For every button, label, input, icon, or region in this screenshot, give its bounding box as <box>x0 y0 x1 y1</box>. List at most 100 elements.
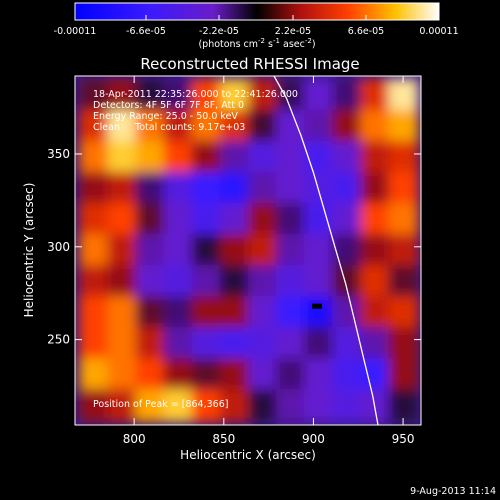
y-tick-label: 250 <box>47 333 70 347</box>
heatmap-cell <box>388 109 419 143</box>
heatmap-cell <box>247 358 278 392</box>
heatmap-cell <box>163 109 194 143</box>
x-tick-label: 850 <box>212 432 235 446</box>
heatmap-cell <box>304 78 335 112</box>
heatmap-cell <box>304 358 335 392</box>
heatmap-cell <box>304 202 335 236</box>
heatmap-cell <box>332 389 363 423</box>
heatmap-cell <box>79 78 110 112</box>
heatmap-cell <box>163 389 194 423</box>
heatmap-cell <box>388 296 419 330</box>
peak-position-text: Position of Peak = [864,366] <box>93 399 228 410</box>
heatmap-cell <box>275 78 307 112</box>
y-tick-label: 300 <box>47 240 70 254</box>
heatmap-cell <box>163 296 194 330</box>
heatmap-cell <box>247 78 278 112</box>
heatmap-cell <box>191 327 222 361</box>
heatmap-cell <box>304 109 335 143</box>
peak-marker <box>312 303 323 309</box>
heatmap-cell <box>304 140 335 174</box>
clean-counts-text: Clean Total counts: 9.17e+03 <box>93 122 245 133</box>
heatmap-cell <box>360 327 391 361</box>
heatmap-image <box>79 78 419 423</box>
heatmap-cell <box>275 296 307 330</box>
time-range-text: 18-Apr-2011 22:35:26.000 to 22:41:26.000 <box>93 89 298 100</box>
heatmap-cell <box>275 327 307 361</box>
heatmap-cell <box>219 265 250 299</box>
heatmap-cell <box>135 265 166 299</box>
heatmap-cell <box>332 358 363 392</box>
heatmap-cell <box>107 140 138 174</box>
heatmap-cell <box>163 140 194 174</box>
heatmap-cell <box>79 202 110 236</box>
colorbar: -0.00011 -6.6e-05 -2.2e-05 2.2e-05 6.6e-05 0.… <box>54 2 459 50</box>
energy-range-text: Energy Range: 25.0 - 50.0 keV <box>93 111 238 122</box>
x-tick-label: 800 <box>123 432 146 446</box>
heatmap-cell <box>135 233 166 268</box>
heatmap-cell <box>247 389 278 423</box>
heatmap-cell <box>388 327 419 361</box>
heatmap-cell <box>219 233 250 268</box>
heatmap-cell <box>135 109 166 143</box>
solar-limb-curve <box>273 76 379 425</box>
heatmap-cell <box>247 327 278 361</box>
heatmap-cell <box>304 171 335 205</box>
heatmap-cell <box>191 140 222 174</box>
heatmap-cell <box>163 358 194 392</box>
heatmap-cell <box>247 171 278 205</box>
heatmap-cell <box>275 389 307 423</box>
heatmap-cell <box>247 296 278 330</box>
heatmap-cell <box>388 140 419 174</box>
footer-date: 9-Aug-2013 11:14 <box>410 486 496 497</box>
heatmap-cell <box>163 202 194 236</box>
heatmap-cell <box>360 202 391 236</box>
heatmap-cell <box>107 78 138 112</box>
heatmap-cell <box>360 78 391 112</box>
heatmap-cell <box>135 358 166 392</box>
heatmap-cell <box>191 233 222 268</box>
colorbar-tick-label: 6.6e-05 <box>348 26 384 37</box>
y-axis-label: Heliocentric Y (arcsec) <box>22 183 36 318</box>
heatmap-cell <box>304 296 335 330</box>
annotations: 18-Apr-2011 22:35:26.000 to 22:41:26.000… <box>93 89 298 410</box>
heatmap-cell <box>219 327 250 361</box>
heatmap-cell <box>79 358 110 392</box>
heatmap-cell <box>219 296 250 330</box>
heatmap-cell <box>79 327 110 361</box>
heatmap-cell <box>360 171 391 205</box>
heatmap-cell <box>107 171 138 205</box>
heatmap-cell <box>163 78 194 112</box>
heatmap-cell <box>247 140 278 174</box>
heatmap-cell <box>332 202 363 236</box>
heatmap-cell <box>332 233 363 268</box>
colorbar-tick-label: 0.00011 <box>419 26 458 37</box>
heatmap-cell <box>275 140 307 174</box>
heatmap-cell <box>135 327 166 361</box>
heatmap-cell <box>247 233 278 268</box>
heatmap-cell <box>219 171 250 205</box>
heatmap-cell <box>388 265 419 299</box>
heatmap-cell <box>191 265 222 299</box>
heatmap-cell <box>135 389 166 423</box>
colorbar-tick-label: -2.2e-05 <box>199 26 239 37</box>
plot-frame <box>74 75 422 426</box>
heatmap-cell <box>247 109 278 143</box>
heatmap-cell <box>107 389 138 423</box>
colorbar-tick-label: -0.00011 <box>54 26 97 37</box>
heatmap-cell <box>360 233 391 268</box>
heatmap-cell <box>191 171 222 205</box>
heatmap-cell <box>107 233 138 268</box>
heatmap-cell <box>247 265 278 299</box>
heatmap-cell <box>360 109 391 143</box>
x-axis-label: Heliocentric X (arcsec) <box>180 448 316 462</box>
heatmap-cell <box>191 358 222 392</box>
heatmap-cell <box>107 109 138 143</box>
heatmap-cell <box>332 265 363 299</box>
heatmap-cell <box>163 327 194 361</box>
heatmap-cell <box>191 389 222 423</box>
heatmap-cell <box>388 202 419 236</box>
heatmap-cell <box>275 233 307 268</box>
heatmap-cell <box>79 389 110 423</box>
heatmap-cell <box>219 358 250 392</box>
heatmap-cell <box>219 389 250 423</box>
